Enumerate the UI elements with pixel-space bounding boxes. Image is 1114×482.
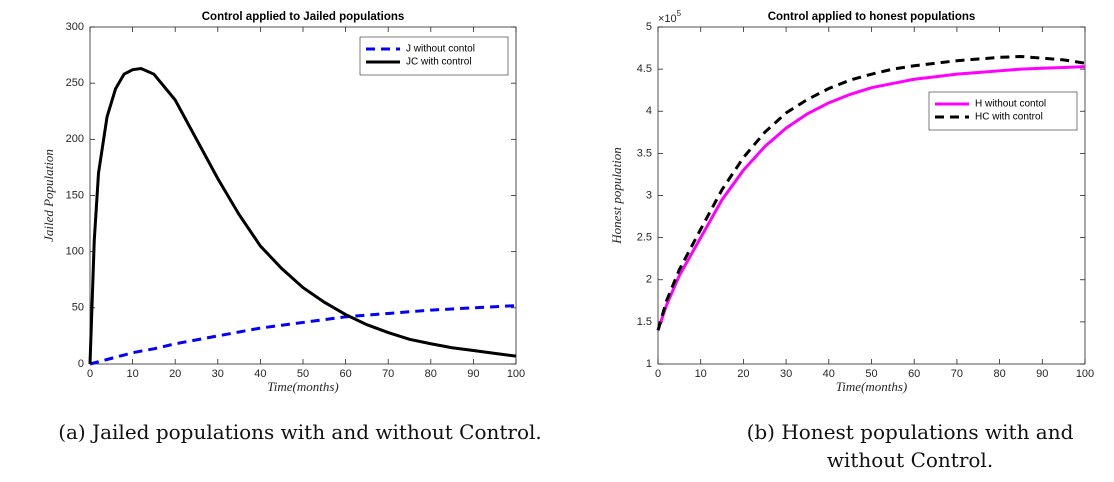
x-tick-label: 50 — [297, 368, 309, 380]
y-tick-label: 3 — [646, 189, 652, 201]
caption: (b) Honest populations with and without … — [746, 420, 1074, 472]
y-multiplier-power: 5 — [677, 9, 682, 18]
x-tick-label: 60 — [339, 368, 351, 380]
y-tick-label: 150 — [66, 189, 84, 201]
x-tick-label: 0 — [655, 368, 661, 380]
y-tick-label: 1 — [646, 358, 652, 370]
legend-label: J without contol — [406, 44, 475, 55]
y-tick-label: 2.5 — [637, 232, 652, 244]
y-tick-label: 3.5 — [637, 147, 652, 159]
data-line — [656, 54, 1086, 331]
legend-box — [359, 36, 509, 76]
legend-label: HC with control — [975, 112, 1043, 123]
x-axis-label: Time(months) — [267, 379, 339, 394]
y-multiplier-base: ×10 — [658, 13, 677, 25]
x-tick-label: 30 — [780, 368, 792, 380]
x-tick-label: 30 — [212, 368, 224, 380]
y-tick-label: 200 — [66, 133, 84, 145]
chart-title: Control applied to Jailed populations — [202, 11, 405, 23]
x-tick-label: 90 — [1036, 368, 1048, 380]
y-tick-label: 250 — [66, 77, 84, 89]
caption: (a) Jailed populations with and without … — [58, 420, 542, 444]
x-tick-label: 10 — [695, 368, 707, 380]
y-tick-label: 50 — [72, 302, 84, 314]
x-tick-label: 80 — [993, 368, 1005, 380]
y-axis-label: Jailed Population — [41, 149, 56, 242]
y-tick-label: 0 — [78, 358, 84, 370]
y-tick-label: 4 — [646, 105, 652, 117]
x-tick-label: 40 — [823, 368, 835, 380]
x-tick-label: 90 — [467, 368, 479, 380]
x-axis-label: Time(months) — [836, 379, 908, 394]
legend-label: JC with control — [406, 57, 472, 68]
data-line — [88, 67, 517, 365]
x-tick-label: 70 — [382, 368, 394, 380]
x-tick-label: 10 — [126, 368, 138, 380]
y-tick-label: 2 — [646, 274, 652, 286]
y-axis-label: Honest population — [609, 147, 624, 244]
chart-title: Control applied to honest populations — [768, 11, 976, 23]
x-tick-label: 50 — [865, 368, 877, 380]
x-tick-label: 70 — [951, 368, 963, 380]
y-tick-label: 5 — [646, 21, 652, 33]
y-tick-label: 1.5 — [637, 316, 652, 328]
x-tick-label: 60 — [908, 368, 920, 380]
y-tick-label: 4.5 — [637, 63, 652, 75]
plot-area — [89, 26, 517, 365]
x-tick-label: 20 — [737, 368, 749, 380]
x-tick-label: 0 — [87, 368, 93, 380]
y-tick-label: 100 — [66, 246, 84, 258]
plot-area — [657, 26, 1086, 365]
x-tick-label: 40 — [254, 368, 266, 380]
data-line — [656, 65, 1086, 331]
legend-label: H without contol — [975, 99, 1046, 110]
x-tick-label: 80 — [425, 368, 437, 380]
y-multiplier: ×105 — [658, 9, 682, 25]
legend-box — [928, 91, 1078, 131]
x-tick-label: 100 — [1076, 368, 1094, 380]
x-tick-label: 100 — [507, 368, 525, 380]
y-tick-label: 300 — [66, 21, 84, 33]
x-tick-label: 20 — [169, 368, 181, 380]
